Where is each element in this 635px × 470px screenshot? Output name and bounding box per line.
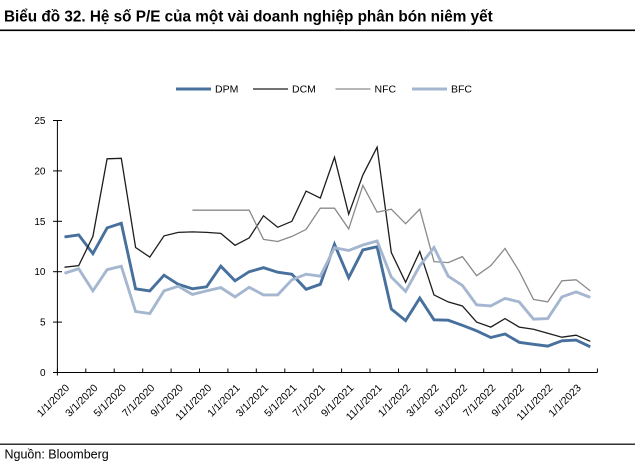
svg-text:0: 0 [40,368,46,379]
svg-text:Biểu đồ 32. Hệ số P/E của một: Biểu đồ 32. Hệ số P/E của một vài doanh … [4,9,493,26]
svg-text:25: 25 [34,116,46,127]
svg-text:NFC: NFC [375,84,397,96]
svg-text:15: 15 [34,217,46,228]
svg-text:DCM: DCM [292,84,316,96]
svg-text:20: 20 [34,166,46,177]
svg-text:DPM: DPM [215,84,238,96]
svg-text:5: 5 [40,318,46,329]
svg-text:10: 10 [34,267,46,278]
svg-text:Nguồn: Bloomberg: Nguồn: Bloomberg [5,448,109,462]
svg-text:BFC: BFC [451,84,472,96]
